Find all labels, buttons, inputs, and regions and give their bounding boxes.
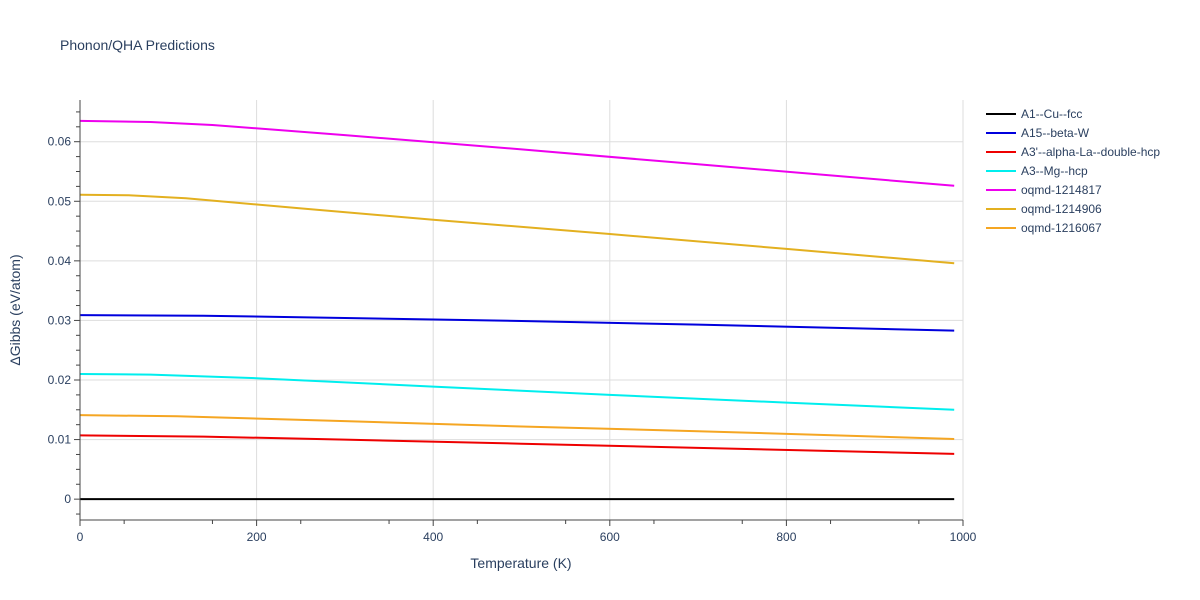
x-tick-label: 1000 xyxy=(950,530,977,544)
x-tick-label: 800 xyxy=(776,530,796,544)
series-line-oqmd-1214906 xyxy=(79,193,955,265)
y-axis-label: ΔGibbs (eV/atom) xyxy=(7,254,23,365)
legend-label: A15--beta-W xyxy=(1021,126,1090,140)
y-tick-label: 0.01 xyxy=(48,433,72,447)
legend-item[interactable]: oqmd-1216067 xyxy=(986,221,1102,235)
series-group xyxy=(79,119,955,501)
axes xyxy=(74,100,964,526)
legend-label: oqmd-1216067 xyxy=(1021,221,1102,235)
x-tick-label: 600 xyxy=(600,530,620,544)
legend-label: A3--Mg--hcp xyxy=(1021,164,1088,178)
x-axis-label: Temperature (K) xyxy=(470,555,571,571)
y-tick-label: 0.02 xyxy=(48,373,72,387)
legend-item[interactable]: A3--Mg--hcp xyxy=(986,164,1088,178)
series-line-oqmd-1214817 xyxy=(79,119,955,187)
y-tick-label: 0.03 xyxy=(48,313,72,327)
legend-label: A3'--alpha-La--double-hcp xyxy=(1021,145,1160,159)
series-line-A15--beta-W xyxy=(79,314,955,332)
legend-label: oqmd-1214906 xyxy=(1021,202,1102,216)
legend-item[interactable]: A15--beta-W xyxy=(986,126,1090,140)
y-tick-label: 0.04 xyxy=(48,254,72,268)
legend[interactable]: A1--Cu--fcc A15--beta-W A3'--alpha-La--dou… xyxy=(986,107,1160,235)
legend-item[interactable]: oqmd-1214817 xyxy=(986,183,1102,197)
series-line-A3--Mg--hcp xyxy=(79,373,955,411)
grid xyxy=(80,100,964,520)
x-tick-label: 0 xyxy=(77,530,84,544)
y-tick-labels: 0 0.01 0.02 0.03 0.04 0.05 0.06 xyxy=(48,135,72,506)
x-tick-labels: 0 200 400 600 800 1000 xyxy=(77,530,977,544)
series-line-A3'--alpha-La--double-hcp xyxy=(79,434,955,455)
x-tick-label: 400 xyxy=(423,530,443,544)
legend-label: oqmd-1214817 xyxy=(1021,183,1102,197)
legend-item[interactable]: oqmd-1214906 xyxy=(986,202,1102,216)
legend-item[interactable]: A1--Cu--fcc xyxy=(986,107,1082,121)
y-tick-label: 0 xyxy=(64,492,71,506)
y-tick-label: 0.06 xyxy=(48,135,72,149)
chart-title: Phonon/QHA Predictions xyxy=(60,37,215,53)
legend-label: A1--Cu--fcc xyxy=(1021,107,1082,121)
x-tick-label: 200 xyxy=(247,530,267,544)
legend-item[interactable]: A3'--alpha-La--double-hcp xyxy=(986,145,1160,159)
y-tick-label: 0.05 xyxy=(48,194,72,208)
series-line-oqmd-1216067 xyxy=(79,414,955,440)
